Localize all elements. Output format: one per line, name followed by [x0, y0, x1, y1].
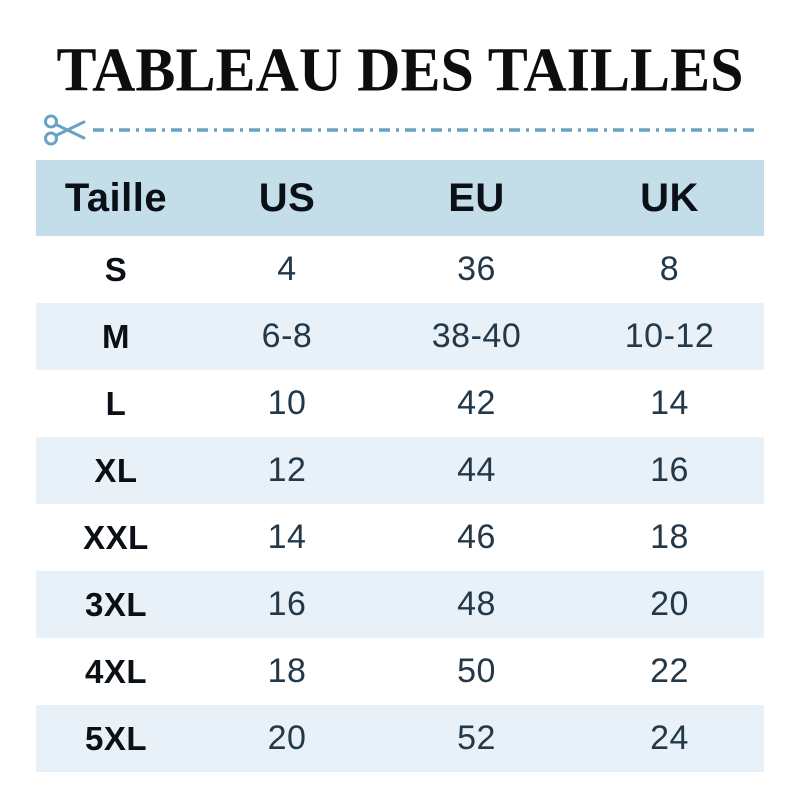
size-label: 3XL — [36, 571, 196, 638]
column-header-us: US — [196, 160, 378, 236]
us-value: 16 — [196, 571, 378, 638]
table-row: XL 12 44 16 — [36, 437, 764, 504]
eu-value: 48 — [378, 571, 575, 638]
eu-value: 50 — [457, 652, 496, 690]
us-value: 14 — [267, 518, 307, 556]
size-label: S — [104, 250, 128, 288]
us-value: 10 — [267, 384, 307, 422]
scissors-icon — [44, 114, 86, 146]
table-row: 4XL 18 50 22 — [36, 638, 764, 705]
table-row: 5XL 20 52 24 — [36, 705, 764, 772]
size-label: M — [36, 303, 196, 370]
uk-value: 16 — [575, 437, 764, 504]
size-label: 4XL — [84, 652, 148, 690]
cut-divider — [43, 112, 757, 148]
eu-value: 44 — [378, 437, 575, 504]
size-label: L — [105, 384, 127, 422]
uk-value: 22 — [650, 652, 689, 690]
uk-value: 24 — [575, 705, 764, 772]
size-label: XXL — [83, 518, 149, 556]
size-label: XL — [36, 437, 196, 504]
dash-dot-line — [93, 128, 757, 132]
column-header-taille: Taille — [36, 160, 196, 236]
table-header-row: Taille US EU UK — [36, 160, 764, 236]
us-value: 20 — [196, 705, 378, 772]
table-row: L 10 42 14 — [36, 370, 764, 437]
table-row: 3XL 16 48 20 — [36, 571, 764, 638]
us-value: 4 — [277, 250, 297, 288]
table-row: S 4 36 8 — [36, 236, 764, 303]
eu-value: 38-40 — [378, 303, 575, 370]
eu-value: 46 — [457, 518, 496, 556]
uk-value: 20 — [575, 571, 764, 638]
table-row: XXL 14 46 18 — [36, 504, 764, 571]
table-row: M 6-8 38-40 10-12 — [36, 303, 764, 370]
page-title: TABLEAU DES TAILLES — [56, 34, 744, 104]
eu-value: 42 — [457, 384, 496, 422]
uk-value: 14 — [650, 384, 689, 422]
us-value: 18 — [267, 652, 307, 690]
size-table: Taille US EU UK S 4 36 8 M 6-8 38-40 10-… — [36, 160, 764, 772]
uk-value: 8 — [659, 250, 680, 288]
uk-value: 10-12 — [575, 303, 764, 370]
size-label: 5XL — [36, 705, 196, 772]
us-value: 12 — [196, 437, 378, 504]
eu-value: 52 — [378, 705, 575, 772]
column-header-uk: UK — [575, 160, 764, 236]
eu-value: 36 — [457, 250, 496, 288]
uk-value: 18 — [650, 518, 689, 556]
us-value: 6-8 — [196, 303, 378, 370]
column-header-eu: EU — [378, 160, 575, 236]
